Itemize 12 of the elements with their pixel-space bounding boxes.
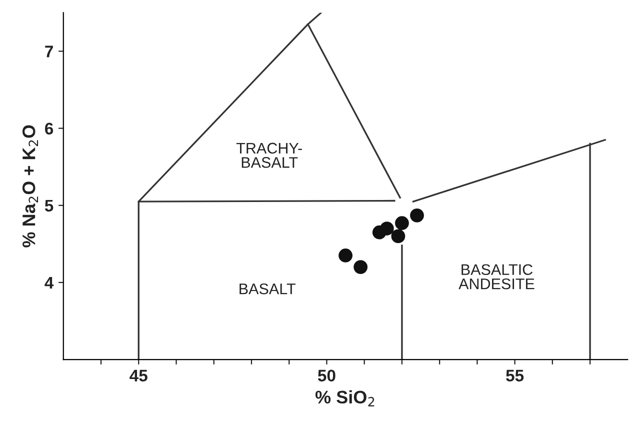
y-tick-label: 5 — [44, 200, 54, 212]
y-tick-label: 4 — [44, 277, 54, 289]
y-axis-title: % Na$_{2}$O + K$_{2}$O — [22, 125, 38, 248]
x-tick-label: 45 — [130, 370, 148, 382]
annotation: TRACHY- BASALT — [236, 142, 302, 168]
x-axis-title: % SiO$_{2}$ — [315, 390, 374, 406]
annotation: BASALT — [240, 283, 296, 294]
y-tick-label: 6 — [45, 122, 54, 135]
x-tick-label: 50 — [318, 370, 336, 382]
x-tick-label: 55 — [506, 370, 524, 382]
annotation: BASALTIC ANDESITE — [458, 264, 534, 290]
y-tick-label: 7 — [45, 46, 53, 58]
